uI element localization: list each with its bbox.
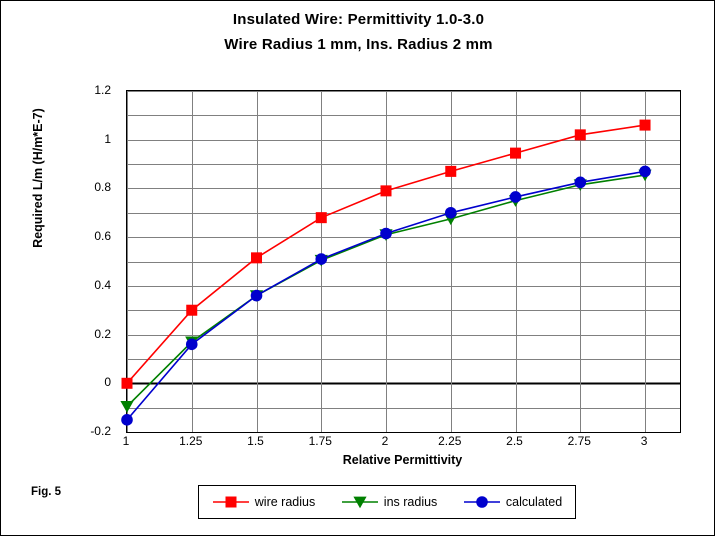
data-point-marker — [510, 147, 522, 159]
series-wire-radius — [121, 119, 651, 389]
y-tick-label: 0.4 — [94, 277, 111, 292]
x-tick-label: 1.75 — [308, 434, 332, 448]
x-tick-label: 3 — [640, 434, 648, 448]
y-tick-label: 0 — [104, 375, 111, 390]
legend-label: ins radius — [383, 495, 438, 509]
plot-area — [120, 90, 681, 433]
series-calculated — [121, 165, 651, 426]
x-tick-label: 2.75 — [567, 434, 591, 448]
legend-entry[interactable]: wire radius — [212, 495, 315, 509]
data-point-marker — [121, 377, 133, 389]
legend-marker-circle-icon — [463, 496, 500, 508]
data-point-marker — [380, 185, 392, 197]
data-point-marker — [574, 129, 586, 141]
y-tick-label: 0.2 — [94, 326, 111, 341]
y-tick-label: 0.6 — [94, 229, 111, 244]
figure-caption: Fig. 5 — [31, 486, 62, 498]
x-tick-label: 1.5 — [247, 434, 264, 448]
series-line — [126, 170, 646, 421]
data-point-marker — [250, 289, 263, 302]
chart-legend: wire radius ins radius calculated — [198, 485, 576, 519]
chart-title-line-1: Insulated Wire: Permittivity 1.0-3.0 — [232, 11, 485, 28]
data-point-marker — [186, 304, 198, 316]
y-tick-label: -0.2 — [90, 424, 111, 438]
series-line — [126, 124, 646, 384]
data-point-marker — [639, 165, 651, 178]
data-point-marker — [121, 414, 133, 426]
x-tick-label: 1.25 — [179, 434, 203, 448]
data-point-marker — [509, 191, 522, 203]
y-tick-label: 0.8 — [94, 180, 111, 195]
legend-marker-square-icon — [212, 496, 249, 508]
x-tick-label: 2 — [381, 434, 389, 448]
data-point-marker — [120, 401, 134, 413]
legend-marker — [476, 496, 488, 508]
data-point-marker — [315, 253, 328, 265]
data-point-marker — [574, 176, 587, 189]
series-line — [126, 174, 646, 407]
legend-marker — [353, 496, 367, 509]
x-tick-label: 2.25 — [438, 434, 462, 448]
legend-entry[interactable]: calculated — [463, 495, 562, 509]
x-axis-title: Relative Permittivity — [342, 453, 463, 467]
data-point-marker — [445, 165, 457, 177]
data-point-marker — [380, 227, 392, 240]
x-tick-label: 2.5 — [506, 434, 523, 448]
x-axis-tick-labels: 1 1.25 1.5 1.75 2 2.25 2.5 2.75 3 — [122, 434, 679, 454]
y-axis-tick-labels: 1.2 1 0.8 0.6 0.4 0.2 0 -0.2 — [1, 83, 119, 438]
data-point-marker — [185, 338, 198, 351]
data-point-marker — [639, 119, 651, 131]
data-series-layer — [120, 119, 652, 426]
legend-marker-triangle-down-icon — [341, 496, 378, 509]
legend-label: wire radius — [254, 495, 316, 509]
data-point-marker — [251, 252, 263, 264]
y-tick-label: 1 — [104, 131, 111, 146]
x-tick-label: 1 — [122, 434, 130, 448]
data-point-marker — [315, 212, 327, 224]
chart-title-line-2: Wire Radius 1 mm, Ins. Radius 2 mm — [224, 36, 493, 53]
series-ins-radius — [120, 169, 652, 413]
legend-marker — [225, 496, 237, 508]
data-point-marker — [444, 206, 457, 219]
legend-entry[interactable]: ins radius — [341, 495, 438, 509]
legend-label: calculated — [505, 495, 563, 509]
chart-title: Insulated Wire: Permittivity 1.0-3.0 Wir… — [1, 7, 716, 57]
y-tick-label: 1.2 — [94, 83, 111, 97]
